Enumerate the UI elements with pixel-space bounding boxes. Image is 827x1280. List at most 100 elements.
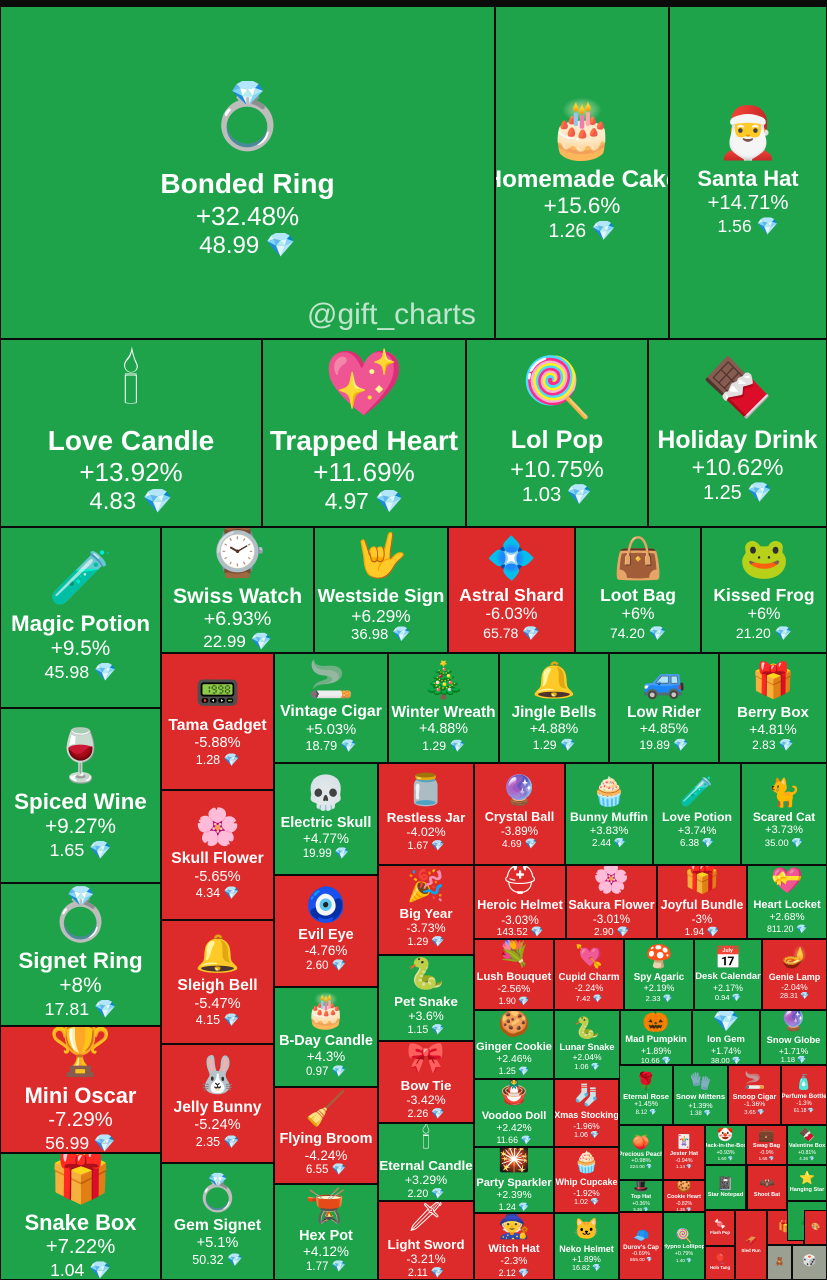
tile-b-day-candle[interactable]: 🎂 B-Day Candle +4.3% 0.97 💎	[274, 987, 378, 1087]
tile-signet-ring[interactable]: 💍 Signet Ring +8% 17.81 💎	[0, 883, 161, 1026]
tile-kissed-frog[interactable]: 🐸 Kissed Frog +6% 21.20 💎	[701, 527, 827, 653]
tile-hypno-lollipop[interactable]: 🍭 Hypno Lollipop +0.79% 1.40 💎	[663, 1212, 705, 1280]
gift-name: Spy Agaric	[633, 971, 685, 983]
tile-jingle-bells[interactable]: 🔔 Jingle Bells +4.88% 1.29 💎	[499, 653, 609, 763]
diamond-icon: 💎	[331, 959, 347, 972]
tile-holo-tang[interactable]: 🎈 Holo Tang	[705, 1246, 735, 1280]
tile-spy-agaric[interactable]: 🍄 Spy Agaric +2.19% 2.33 💎	[624, 939, 694, 1010]
tile-love-candle[interactable]: 🕯 Love Candle +13.92% 4.83 💎	[0, 339, 262, 527]
tile-low-rider[interactable]: 🚙 Low Rider +4.85% 19.89 💎	[609, 653, 719, 763]
tile-tama-gadget[interactable]: 📟 Tama Gadget -5.88% 1.28 💎	[161, 653, 274, 790]
tile-skull-flower[interactable]: 🌸 Skull Flower -5.65% 4.34 💎	[161, 790, 274, 920]
tile-vintage-cigar[interactable]: 🚬 Vintage Cigar +5.03% 18.79 💎	[274, 653, 388, 763]
tile-sled-run[interactable]: 🛷 Sled Run	[735, 1210, 767, 1280]
diamond-icon: 💎	[778, 737, 794, 752]
tile-heart-locket[interactable]: 💝 Heart Locket +2.68% 811.20 💎	[747, 865, 827, 939]
tile-snoop-cigar[interactable]: 🚬 Snoop Cigar -1.36% 3.65 💎	[728, 1065, 781, 1125]
tile-snake-box[interactable]: 🎁 Snake Box +7.22% 1.04 💎	[0, 1153, 161, 1280]
tile-scared-cat[interactable]: 🐈 Scared Cat +3.73% 35.00 💎	[741, 763, 827, 865]
gift-price-row: 1.26 💎	[548, 220, 615, 243]
tile-durov-s-cap[interactable]: 🧢 Durov's Cap -0.69% 555.00 💎	[619, 1212, 663, 1280]
tile-cookie-heart[interactable]: 🍪 Cookie Heart -0.82% 1.35 💎	[663, 1180, 705, 1212]
tile-xmas-stocking[interactable]: 🧦 Xmas Stocking -1.96% 1.06 💎	[554, 1079, 619, 1147]
tile-bunny-muffin[interactable]: 🧁 Bunny Muffin +3.83% 2.44 💎	[565, 763, 653, 865]
gift-name: Snoop Cigar	[732, 1091, 777, 1101]
tile-tile-83[interactable]: 🎨	[804, 1210, 827, 1245]
tile-tile-84[interactable]: 🧸	[767, 1245, 792, 1280]
tile-berry-box[interactable]: 🎁 Berry Box +4.81% 2.83 💎	[719, 653, 827, 763]
tile-big-year[interactable]: 🎉 Big Year -3.73% 1.29 💎	[378, 865, 474, 955]
sakura-flower-icon: 🌸	[593, 865, 630, 895]
tile-loot-bag[interactable]: 👜 Loot Bag +6% 74.20 💎	[575, 527, 701, 653]
tile-mini-oscar[interactable]: 🏆 Mini Oscar -7.29% 56.99 💎	[0, 1026, 161, 1153]
tile-ion-gem[interactable]: 💎 Ion Gem +1.74% 38.00 💎	[692, 1010, 760, 1065]
tile-sleigh-bell[interactable]: 🔔 Sleigh Bell -5.47% 4.15 💎	[161, 920, 274, 1044]
tile-spiced-wine[interactable]: 🍷 Spiced Wine +9.27% 1.65 💎	[0, 708, 161, 883]
gift-name: Joyful Bundle	[660, 898, 744, 913]
tile-eternal-candle[interactable]: 🕯 Eternal Candle +3.29% 2.20 💎	[378, 1123, 474, 1201]
tile-hex-pot[interactable]: 🫕 Hex Pot +4.12% 1.77 💎	[274, 1184, 378, 1280]
tile-lush-bouquet[interactable]: 💐 Lush Bouquet -2.56% 1.90 💎	[474, 939, 554, 1010]
tile-lunar-snake[interactable]: 🐍 Lunar Snake +2.04% 1.06 💎	[554, 1010, 620, 1079]
tile-snow-mittens[interactable]: 🧤 Snow Mittens +1.39% 1.38 💎	[673, 1065, 728, 1125]
tile-restless-jar[interactable]: 🫙 Restless Jar -4.02% 1.67 💎	[378, 763, 474, 865]
tile-witch-hat[interactable]: 🧙 Witch Hat -2.3% 2.12 💎	[474, 1213, 554, 1280]
tile-lol-pop[interactable]: 🍭 Lol Pop +10.75% 1.03 💎	[466, 339, 648, 527]
tile-precious-peach[interactable]: 🍑 Precious Peach +0.98% 224.00 💎	[619, 1125, 663, 1180]
tile-pet-snake[interactable]: 🐍 Pet Snake +3.6% 1.15 💎	[378, 955, 474, 1041]
tile-shoot-bat[interactable]: 🦇 Shoot Bat	[747, 1165, 787, 1210]
gift-price: 4.15	[195, 1013, 224, 1028]
tile-heroic-helmet[interactable]: ⛑ Heroic Helmet -3.03% 143.52 💎	[474, 865, 566, 939]
tile-jack-in-the-box[interactable]: 🤡 Jack-in-the-Box +0.93% 1.60 💎	[705, 1125, 746, 1165]
electric-skull-icon: 💀	[305, 774, 347, 812]
tile-party-sparkler[interactable]: 🎇 Party Sparkler +2.39% 1.24 💎	[474, 1147, 554, 1213]
tile-homemade-cake[interactable]: 🎂 Homemade Cake+15.6%1.26 💎	[495, 6, 669, 339]
gift-price: 19.99	[302, 847, 335, 860]
tile-perfume-bottle[interactable]: 🧴 Perfume Bottle -1.3% 61.18 💎	[781, 1065, 827, 1125]
tile-flying-broom[interactable]: 🧹 Flying Broom -4.24% 6.55 💎	[274, 1087, 378, 1184]
tile-snow-globe[interactable]: 🔮 Snow Globe +1.71% 1.18 💎	[760, 1010, 827, 1065]
tile-astral-shard[interactable]: 💠 Astral Shard -6.03% 65.78 💎	[448, 527, 575, 653]
tile-evil-eye[interactable]: 🧿 Evil Eye -4.76% 2.60 💎	[274, 875, 378, 987]
tile-top-hat[interactable]: 🎩 Top Hat +0.36% 5.36 💎	[619, 1180, 663, 1212]
tile-mad-pumpkin[interactable]: 🎃 Mad Pumpkin +1.89% 10.66 💎	[620, 1010, 692, 1065]
tile-gem-signet[interactable]: 💍 Gem Signet +5.1% 50.32 💎	[161, 1163, 274, 1280]
gift-change: +2.46%	[496, 1054, 532, 1066]
tile-whip-cupcake[interactable]: 🧁 Whip Cupcake -1.92% 1.02 💎	[554, 1147, 619, 1213]
tile-84-icon: 🧸	[774, 1256, 785, 1266]
tile-holiday-drink[interactable]: 🍫 Holiday Drink +10.62% 1.25 💎	[648, 339, 827, 527]
tile-genie-lamp[interactable]: 🪔 Genie Lamp -2.04% 28.31 💎	[762, 939, 827, 1010]
tile-light-sword[interactable]: 🗡 Light Sword -3.21% 2.11 💎	[378, 1201, 474, 1280]
tile-love-potion[interactable]: 🧪 Love Potion +3.74% 6.38 💎	[653, 763, 741, 865]
tile-cupid-charm[interactable]: 💘 Cupid Charm -2.24% 7.42 💎	[554, 939, 624, 1010]
tile-voodoo-doll[interactable]: 🪆 Voodoo Doll +2.42% 11.66 💎	[474, 1079, 554, 1147]
tile-valentine-box[interactable]: 🍫 Valentine Box +0.81% 4.36 💎	[787, 1125, 827, 1165]
tile-star-notepad[interactable]: 📓 Star Notepad	[705, 1165, 746, 1210]
tile-desk-calendar[interactable]: 📅 Desk Calendar +2.17% 0.94 💎	[694, 939, 762, 1010]
tile-trapped-heart[interactable]: 💖 Trapped Heart +11.69% 4.97 💎	[262, 339, 466, 527]
tile-flash-pop[interactable]: 🍬 Flash Pop	[705, 1210, 735, 1246]
tile-hanging-star[interactable]: ⭐ Hanging Star	[787, 1165, 827, 1201]
tile-electric-skull[interactable]: 💀 Electric Skull +4.77% 19.99 💎	[274, 763, 378, 875]
tile-jelly-bunny[interactable]: 🐰 Jelly Bunny -5.24% 2.35 💎	[161, 1044, 274, 1163]
gift-name: Jack-in-the-Box	[705, 1143, 746, 1150]
tile-magic-potion[interactable]: 🧪 Magic Potion +9.5% 45.98 💎	[0, 527, 161, 708]
tile-westside-sign[interactable]: 🤟 Westside Sign +6.29% 36.98 💎	[314, 527, 448, 653]
tile-swiss-watch[interactable]: ⌚ Swiss Watch +6.93% 22.99 💎	[161, 527, 314, 653]
tile-neko-helmet[interactable]: 🐱 Neko Helmet +1.89% 16.82 💎	[554, 1213, 619, 1280]
diamond-icon: 💎	[757, 1109, 765, 1116]
tile-swag-bag[interactable]: 💼 Swag Bag -0.9% 1.66 💎	[746, 1125, 787, 1165]
tile-winter-wreath[interactable]: 🎄 Winter Wreath +4.88% 1.29 💎	[388, 653, 499, 763]
tile-tile-85[interactable]: 🎲	[792, 1245, 827, 1280]
tile-jester-hat[interactable]: 🃏 Jester Hat -0.94% 1.14 💎	[663, 1125, 705, 1180]
tile-joyful-bundle[interactable]: 🎁 Joyful Bundle -3% 1.94 💎	[657, 865, 747, 939]
tile-bow-tie[interactable]: 🎀 Bow Tie -3.42% 2.26 💎	[378, 1041, 474, 1123]
tile-eternal-rose[interactable]: 🌹 Eternal Rose +1.45% 8.12 💎	[619, 1065, 673, 1125]
tile-bonded-ring[interactable]: 💍 Bonded Ring +32.48% 48.99 💎	[0, 6, 495, 339]
gift-price: 22.99	[203, 632, 251, 652]
diamond-icon: 💎	[809, 1156, 815, 1161]
tile-sakura-flower[interactable]: 🌸 Sakura Flower -3.01% 2.90 💎	[566, 865, 657, 939]
tile-santa-hat[interactable]: 🎅 Santa Hat +14.71% 1.56 💎	[669, 6, 827, 339]
tile-crystal-ball[interactable]: 🔮 Crystal Ball -3.89% 4.69 💎	[474, 763, 565, 865]
tile-ginger-cookie[interactable]: 🍪 Ginger Cookie +2.46% 1.25 💎	[474, 1010, 554, 1079]
